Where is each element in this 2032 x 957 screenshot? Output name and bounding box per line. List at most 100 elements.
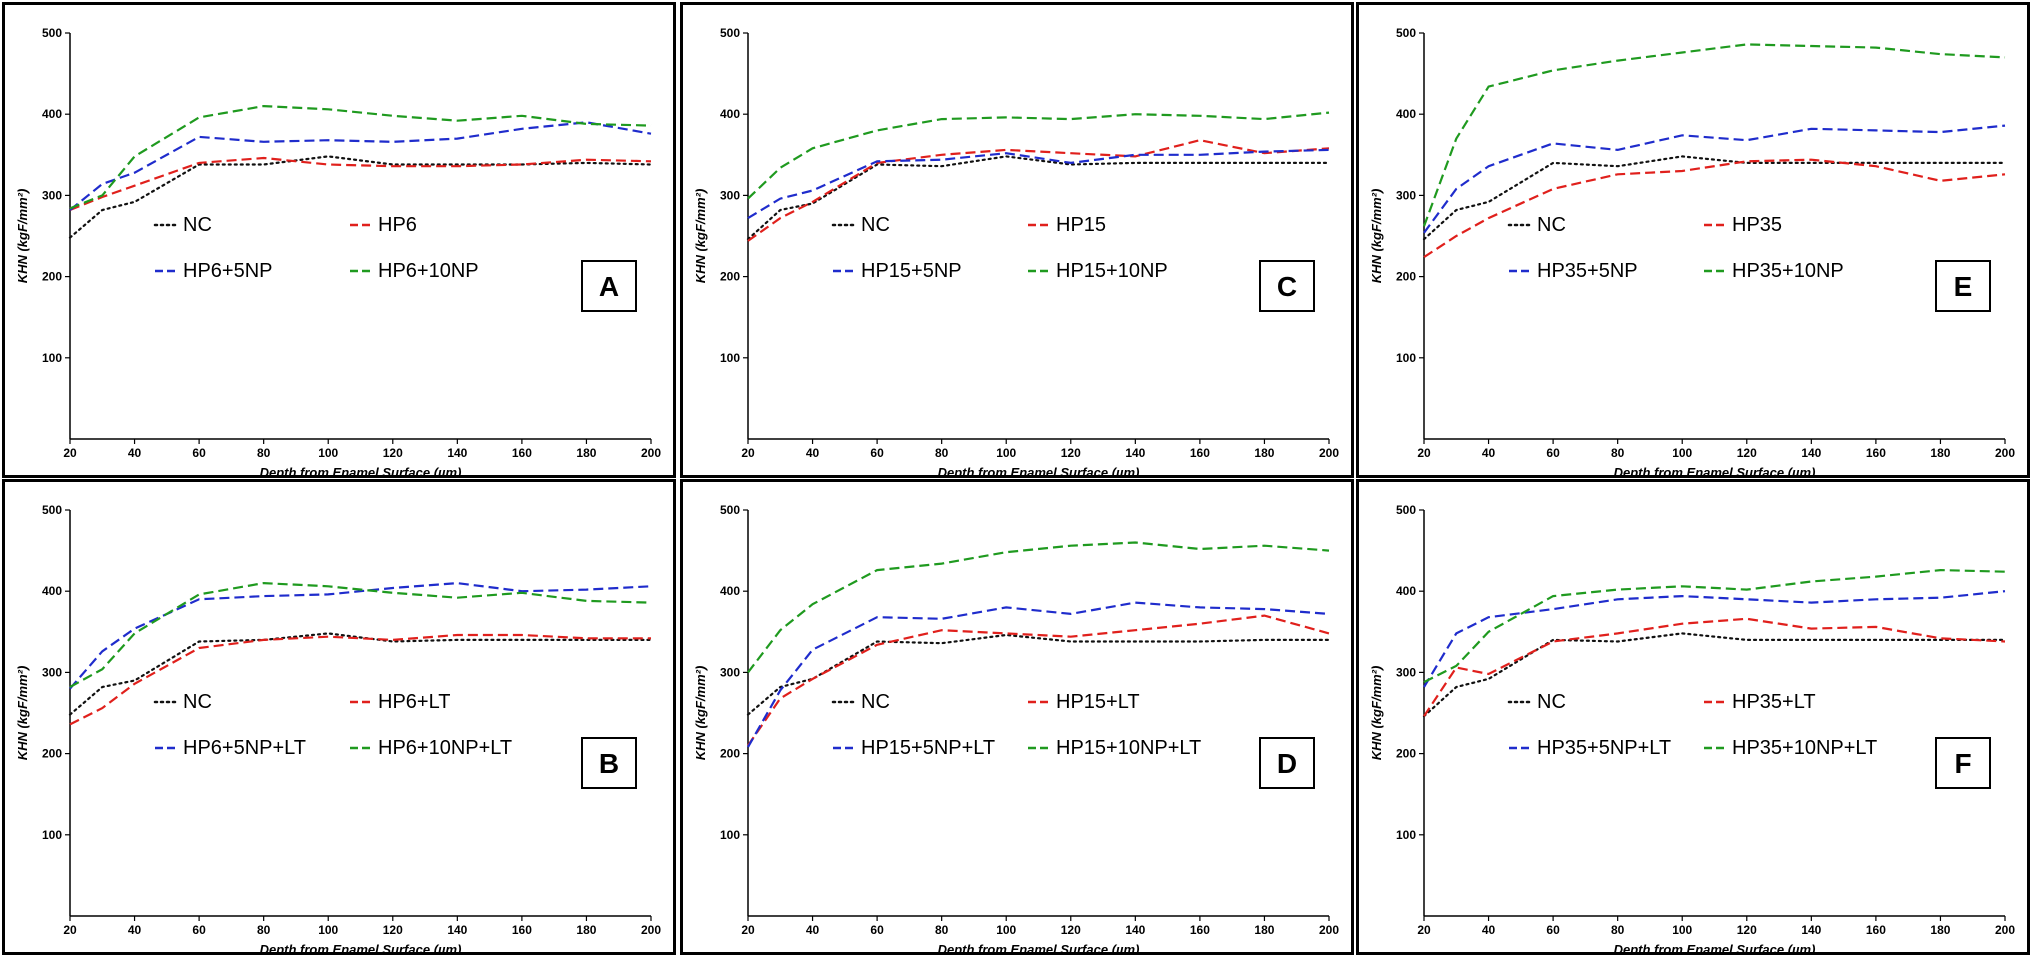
x-tick-label: 160: [1190, 446, 1210, 460]
chart-svg: 100 200 300 400 500 20 40 60 80 100 120 140 160 180 20…: [1369, 26, 2015, 475]
y-tick-label: 500: [42, 503, 62, 517]
panel-letter: C: [1277, 271, 1297, 302]
x-tick-label: 140: [1125, 446, 1145, 460]
legend-label: HP15+LT: [1056, 691, 1140, 713]
legend-label: HP6+10NP+LT: [378, 737, 512, 759]
x-tick-label: 40: [806, 446, 820, 460]
x-tick-label: 160: [1190, 923, 1210, 937]
x-tick-label: 60: [192, 446, 206, 460]
x-tick-label: 200: [1995, 923, 2015, 937]
x-tick-label: 200: [1319, 446, 1339, 460]
legend-label: HP35: [1732, 214, 1782, 236]
x-tick-label: 40: [128, 923, 142, 937]
x-tick-label: 80: [1611, 923, 1625, 937]
chart-panel-c: 100 200 300 400 500 20 40 60 80 100 120 140 160 180 20…: [680, 2, 1354, 478]
x-tick-label: 200: [1995, 446, 2015, 460]
x-tick-label: 120: [1061, 923, 1081, 937]
x-tick-label: 180: [1254, 446, 1274, 460]
series-line-hp15: [747, 139, 1330, 242]
y-tick-label: 300: [42, 665, 62, 679]
x-tick-label: 180: [576, 923, 596, 937]
x-tick-label: 200: [641, 923, 661, 937]
x-tick-label: 40: [128, 446, 142, 460]
x-tick-label: 20: [63, 446, 77, 460]
legend-label: HP15+10NP: [1056, 260, 1168, 282]
panel-letter: A: [599, 271, 619, 302]
x-tick-label: 160: [1866, 446, 1886, 460]
y-tick-label: 500: [1396, 503, 1416, 517]
x-tick-label: 100: [318, 923, 338, 937]
series-line-hp6-10np: [69, 104, 652, 210]
panel-letter-box: [1935, 737, 1991, 789]
legend-label: HP6+5NP+LT: [183, 737, 306, 759]
y-tick-label: 100: [1396, 828, 1416, 842]
x-tick-label: 80: [257, 923, 271, 937]
series-line-hp6: [69, 156, 652, 212]
x-tick-label: 40: [1482, 446, 1496, 460]
x-axis-title: Depth from Enamel Surface (µm): [1614, 942, 1816, 952]
chart-panel-b: 100 200 300 400 500 20 40 60 80 100 120 140 160 180 20…: [2, 479, 676, 955]
series-line-hp6-5np-lt: [69, 581, 652, 690]
y-tick-label: 200: [1396, 747, 1416, 761]
y-tick-label: 300: [1396, 188, 1416, 202]
x-tick-label: 80: [935, 446, 949, 460]
x-tick-label: 60: [870, 923, 884, 937]
x-tick-label: 80: [1611, 446, 1625, 460]
x-axis-title: Depth from Enamel Surface (µm): [260, 465, 462, 475]
y-tick-label: 400: [1396, 584, 1416, 598]
x-tick-label: 20: [741, 446, 755, 460]
series-line-hp15-lt: [747, 614, 1330, 747]
y-tick-label: 500: [720, 503, 740, 517]
y-tick-label: 100: [42, 828, 62, 842]
x-tick-label: 200: [1319, 923, 1339, 937]
x-tick-label: 140: [447, 446, 467, 460]
x-tick-label: 160: [1866, 923, 1886, 937]
series-line-hp6-10np-lt: [69, 581, 652, 688]
x-axis-title: Depth from Enamel Surface (µm): [938, 465, 1140, 475]
y-tick-label: 500: [720, 26, 740, 40]
series-line-hp15-5np-lt: [747, 601, 1330, 748]
series-line-hp15-10np-lt: [747, 541, 1330, 674]
legend-label: HP35+10NP: [1732, 260, 1844, 282]
y-tick-label: 300: [1396, 665, 1416, 679]
y-tick-label: 500: [42, 26, 62, 40]
x-tick-label: 120: [1737, 923, 1757, 937]
x-tick-label: 100: [996, 923, 1016, 937]
x-tick-label: 140: [447, 923, 467, 937]
series-line-hp6-5np: [69, 121, 652, 211]
series-line-hp35-10np: [1422, 43, 2006, 227]
legend-label: HP15+5NP+LT: [861, 737, 995, 759]
y-tick-label: 100: [42, 351, 62, 365]
x-tick-label: 120: [383, 923, 403, 937]
x-axis-title: Depth from Enamel Surface (µm): [1614, 465, 1816, 475]
legend-label: NC: [1537, 214, 1566, 236]
x-tick-label: 20: [1417, 446, 1431, 460]
series-line-hp35-10np-lt: [1423, 568, 2006, 684]
series-line-hp15-10np: [747, 111, 1330, 200]
y-tick-label: 200: [1396, 270, 1416, 284]
x-tick-label: 180: [1930, 923, 1950, 937]
legend-label: HP35+5NP+LT: [1537, 737, 1671, 759]
x-tick-label: 180: [1930, 446, 1950, 460]
chart-panel-e: 100 200 300 400 500 20 40 60 80 100 120 140 160 180 20…: [1356, 2, 2030, 478]
x-tick-label: 140: [1125, 923, 1145, 937]
x-tick-label: 80: [257, 446, 271, 460]
x-tick-label: 200: [641, 446, 661, 460]
y-tick-label: 400: [720, 584, 740, 598]
x-tick-label: 120: [383, 446, 403, 460]
series-line-nc: [1422, 632, 2007, 718]
x-tick-label: 80: [935, 923, 949, 937]
x-tick-label: 120: [1061, 446, 1081, 460]
panel-letter-box: [581, 260, 637, 312]
series-line-hp15-5np: [747, 148, 1330, 220]
y-axis-title: KHN (kgF/mm²): [1369, 666, 1384, 761]
y-axis-title: KHN (kgF/mm²): [15, 666, 30, 761]
chart-svg: 100 200 300 400 500 20 40 60 80 100 120 140 160 180 20…: [693, 503, 1339, 952]
y-axis-title: KHN (kgF/mm²): [693, 666, 708, 761]
y-tick-label: 300: [42, 188, 62, 202]
legend-label: HP15: [1056, 214, 1106, 236]
legend-label: HP6+LT: [378, 691, 450, 713]
y-tick-label: 300: [720, 665, 740, 679]
panel-letter-box: [1259, 260, 1315, 312]
y-tick-label: 400: [42, 107, 62, 121]
